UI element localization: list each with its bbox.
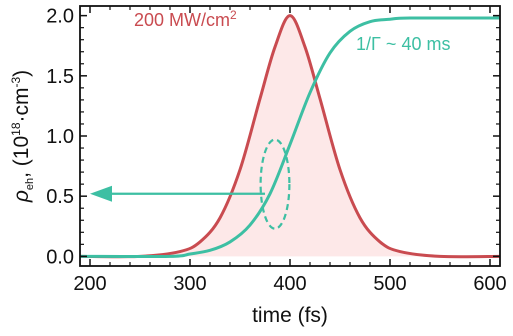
x-tick-label: 500 <box>373 273 406 295</box>
x-tick-label: 400 <box>273 273 306 295</box>
series-layer <box>79 14 501 259</box>
population-label: 1/Γ ~ 40 ms <box>356 34 450 54</box>
tick-layer: 200 300 400 500 600 0.0 0.5 1.0 1.5 2.0 <box>46 6 507 295</box>
pulse-label-sup: 2 <box>230 8 237 22</box>
y-axis-units-exp: 18 <box>9 122 23 136</box>
x-tick-label: 300 <box>173 273 206 295</box>
highlight-ellipse <box>259 138 291 230</box>
y-tick-label: 2.0 <box>46 6 74 28</box>
y-axis-units-mid: ·cm <box>10 88 33 123</box>
arrow-head <box>90 185 112 202</box>
x-tick-label: 600 <box>473 273 506 295</box>
text-layer: 200 MW/cm2 1/Γ ~ 40 ms time (fs) ρeh, (1… <box>9 8 450 327</box>
y-tick-label: 0.0 <box>46 246 74 268</box>
y-axis-subscript: eh <box>24 178 36 190</box>
pulse-fill-layer <box>80 15 500 257</box>
annotation-layer <box>90 138 291 230</box>
x-tick-label: 200 <box>73 273 106 295</box>
y-axis-units-exp2: -3 <box>9 77 23 88</box>
y-tick-label: 1.0 <box>46 126 74 148</box>
y-tick-label: 1.5 <box>46 66 74 88</box>
y-axis-symbol: ρ <box>10 190 33 203</box>
pulse-label-text: 200 MW/cm <box>134 10 230 30</box>
y-axis-label: ρeh, (1018·cm-3) <box>9 70 36 203</box>
y-axis-units-suffix: ) <box>10 70 33 77</box>
y-axis-units-prefix: , (10 <box>10 136 33 178</box>
x-axis-label: time (fs) <box>252 304 328 327</box>
pulse-curve <box>79 14 501 259</box>
pulse-label: 200 MW/cm2 <box>134 8 237 30</box>
y-tick-label: 0.5 <box>46 186 74 208</box>
population-curve <box>79 16 501 259</box>
pulse-area-fill <box>80 15 500 257</box>
